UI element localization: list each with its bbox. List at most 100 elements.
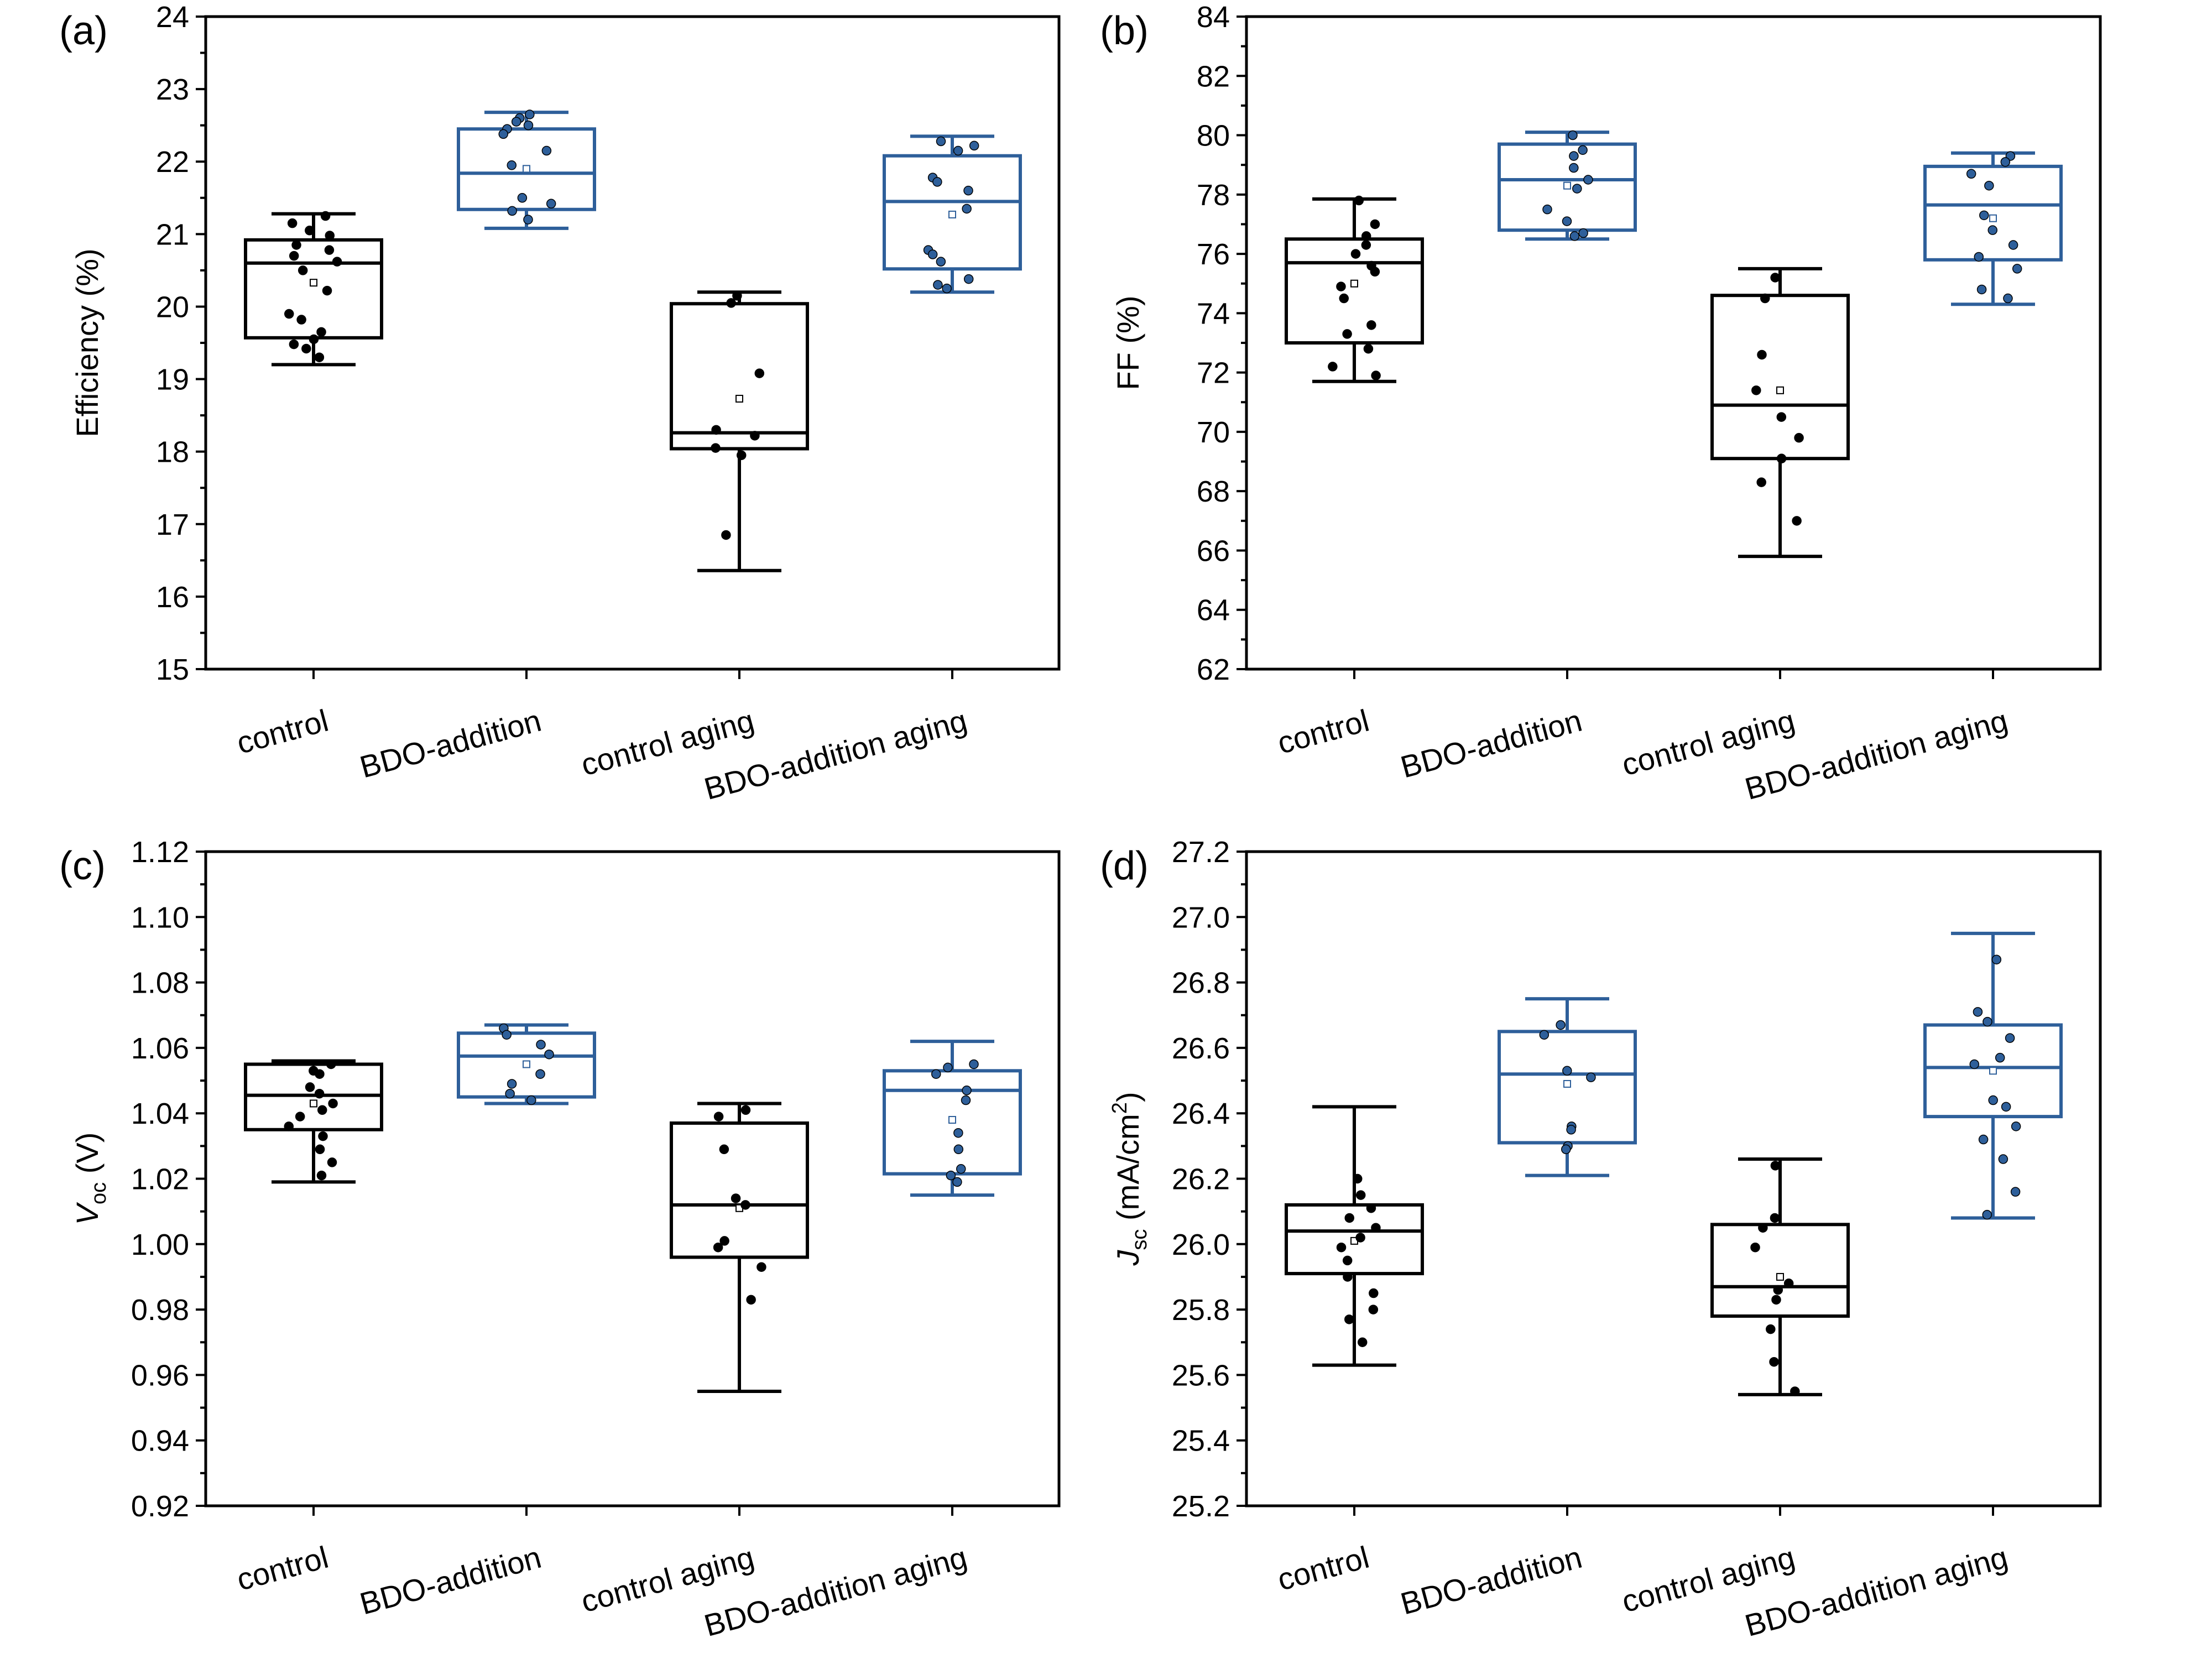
data-point [284, 1121, 294, 1131]
plot-frame [1245, 850, 2102, 1507]
data-point [754, 368, 765, 378]
data-point [1794, 432, 1804, 443]
box-bdo-addition [457, 1023, 596, 1105]
y-tick-label: 15 [156, 653, 189, 686]
data-point [315, 1069, 325, 1079]
category-label: control [1274, 703, 1373, 760]
data-point [750, 431, 760, 441]
data-point [1770, 273, 1780, 283]
mean-marker [1776, 1272, 1784, 1281]
y-tick-label: 18 [156, 436, 189, 469]
y-tick-label: 0.98 [131, 1293, 189, 1327]
data-point [736, 450, 747, 460]
category-label: BDO-addition [1397, 1540, 1585, 1621]
data-point [1750, 1242, 1760, 1253]
data-point [1569, 163, 1579, 173]
y-tick-label: 1.00 [131, 1228, 189, 1261]
data-point [507, 1079, 517, 1089]
y-tick-label: 68 [1197, 475, 1230, 508]
data-point [1583, 175, 1593, 185]
data-point [511, 117, 521, 127]
data-point [953, 1144, 964, 1155]
mean-marker [735, 394, 743, 403]
data-point [332, 257, 342, 267]
data-point [314, 352, 325, 362]
data-point [969, 1059, 979, 1070]
data-point [731, 1193, 741, 1203]
data-point [936, 136, 946, 147]
data-point [2001, 1102, 2011, 1112]
data-point [1991, 954, 2002, 964]
data-point [2005, 1033, 2015, 1043]
data-point [523, 215, 533, 225]
data-point [535, 1069, 545, 1079]
box-bdo-addition [457, 109, 596, 230]
panel-c: 0.92 0.94 0.96 0.98 1.00 1.02 1.04 1.06 1.08 1.10… [59, 836, 1061, 1643]
data-point [320, 211, 331, 221]
data-point [2010, 1187, 2021, 1197]
data-point [936, 257, 946, 267]
data-point [1771, 1295, 1781, 1305]
data-point [952, 1177, 962, 1187]
category-label: control [233, 703, 332, 760]
data-point [324, 245, 335, 255]
data-point [1539, 1030, 1550, 1040]
y-tick-label: 24 [156, 1, 189, 34]
mean-marker [1563, 1079, 1571, 1088]
panel-b: 62 64 66 68 70 72 74 76 78 80 82 84 control BDO-addit… [1100, 1, 2102, 806]
mean-marker [1350, 279, 1358, 288]
box-control-aging [1710, 1157, 1850, 1396]
data-point [943, 1062, 953, 1073]
y-tick-label: 62 [1197, 653, 1230, 686]
data-point [318, 1131, 328, 1141]
y-tick-label: 0.94 [131, 1425, 189, 1458]
data-point [721, 530, 731, 540]
data-point [1371, 1223, 1381, 1233]
category-label: BDO-addition [356, 703, 545, 785]
data-point [953, 1128, 963, 1138]
data-point [1982, 1209, 1992, 1220]
data-point [719, 1236, 729, 1246]
data-point [1572, 184, 1582, 194]
data-point [523, 120, 534, 131]
box-bdo-addition-aging [883, 1040, 1022, 1197]
y-tick-label: 80 [1197, 119, 1230, 153]
data-point [1336, 281, 1346, 291]
box-control-aging [670, 290, 809, 572]
data-point [1973, 1007, 1983, 1017]
data-point [1783, 1279, 1794, 1288]
data-point [507, 206, 517, 216]
data-point [1790, 1386, 1800, 1396]
y-tick-label: 1.10 [131, 901, 189, 934]
data-point [1354, 195, 1364, 206]
data-point [2012, 264, 2022, 274]
data-point [1355, 1233, 1365, 1243]
data-point [291, 240, 301, 250]
y-tick-label: 84 [1197, 1, 1230, 34]
data-point [1561, 1144, 1571, 1155]
data-point [546, 199, 556, 209]
data-point [969, 140, 979, 151]
iqr-box [670, 302, 809, 451]
y-axis-label: Jsc (mA/cm2) [1108, 1092, 1151, 1266]
data-point [1366, 1203, 1376, 1213]
data-point [296, 315, 306, 325]
box-bdo-addition [1498, 997, 1637, 1177]
data-point [1569, 231, 1580, 241]
data-point [525, 109, 535, 119]
mean-marker [1989, 1067, 1997, 1075]
iqr-box [244, 238, 383, 340]
data-point [298, 265, 308, 275]
data-point [1978, 1134, 1989, 1145]
data-point [536, 1040, 546, 1050]
data-point [931, 1069, 941, 1079]
data-point [317, 1105, 327, 1115]
data-point [1328, 362, 1338, 372]
data-point [526, 1095, 536, 1105]
data-point [1770, 1161, 1781, 1171]
y-tick-label: 25.4 [1172, 1425, 1230, 1458]
data-point [295, 1112, 305, 1121]
data-point [757, 1262, 766, 1272]
